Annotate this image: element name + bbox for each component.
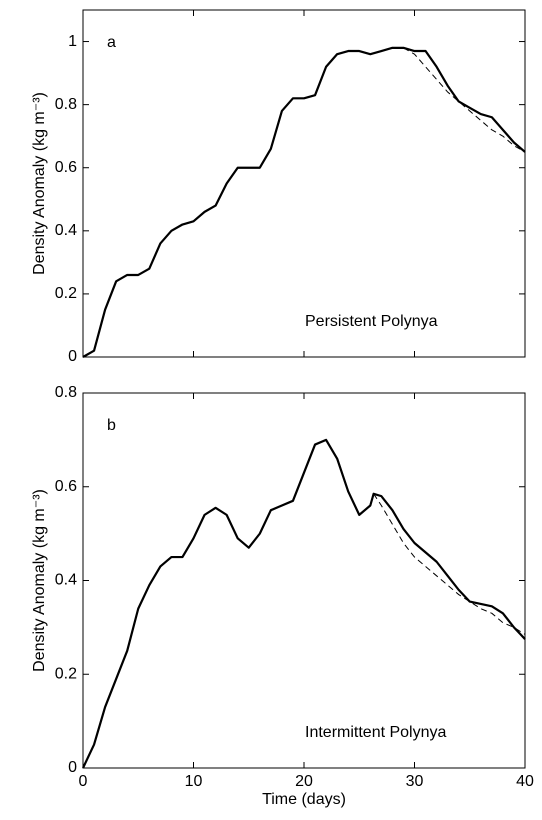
- y-tick-label: 0.8: [55, 384, 77, 401]
- x-tick-label: 10: [185, 773, 203, 790]
- line: [82, 46, 526, 358]
- panel-label: b: [107, 417, 116, 434]
- x-tick-label: 40: [516, 773, 534, 790]
- panel-label: a: [107, 34, 116, 51]
- x-tick-label: 20: [295, 773, 313, 790]
- y-tick-label: 0.2: [55, 285, 77, 302]
- y-axis-label: Density Anomaly (kg m⁻³): [31, 489, 48, 672]
- y-tick-label: 0.4: [55, 572, 77, 589]
- y-tick-label: 0.6: [55, 159, 77, 176]
- annotation: Persistent Polynya: [305, 313, 438, 330]
- line: [373, 493, 526, 635]
- y-tick-label: 0.2: [55, 665, 77, 682]
- x-axis-label: Time (days): [262, 791, 346, 808]
- y-axis-label: Density Anomaly (kg m⁻³): [31, 92, 48, 275]
- line: [82, 438, 526, 769]
- y-tick-label: 0.8: [55, 96, 77, 113]
- y-tick-label: 1: [68, 33, 77, 50]
- axes-box: [82, 9, 526, 358]
- axes-box: [82, 392, 526, 769]
- y-tick-label: 0.6: [55, 478, 77, 495]
- y-tick-label: 0: [68, 759, 77, 776]
- y-tick-label: 0.4: [55, 222, 77, 239]
- y-tick-label: 0: [68, 348, 77, 365]
- x-tick-label: 0: [79, 773, 88, 790]
- line: [403, 47, 526, 153]
- annotation: Intermittent Polynya: [305, 724, 447, 741]
- x-tick-label: 30: [406, 773, 424, 790]
